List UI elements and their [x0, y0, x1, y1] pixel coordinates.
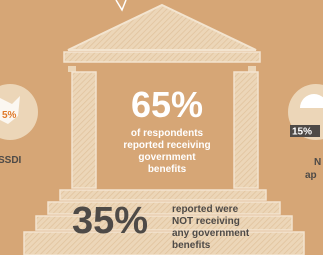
lower-stat: 35%: [72, 200, 148, 242]
main-caption: government: [138, 152, 196, 163]
lower-caption: any government: [172, 228, 250, 239]
right-label: ap: [305, 170, 317, 181]
main-caption: of respondents: [131, 128, 204, 139]
right-label: N: [314, 157, 321, 168]
lower-caption: NOT receiving: [172, 216, 240, 227]
main-stat: 65%: [131, 84, 203, 125]
left-stat: 5%: [2, 110, 17, 121]
main-caption: benefits: [148, 164, 187, 175]
infographic: 5% SSDI 15% N ap 65% of respondents repo…: [0, 0, 323, 255]
lower-caption: benefits: [172, 240, 211, 251]
main-caption: reported receiving: [123, 140, 210, 151]
lower-caption: reported were: [172, 204, 239, 215]
right-stat: 15%: [292, 127, 312, 138]
left-label: SSDI: [0, 155, 22, 166]
